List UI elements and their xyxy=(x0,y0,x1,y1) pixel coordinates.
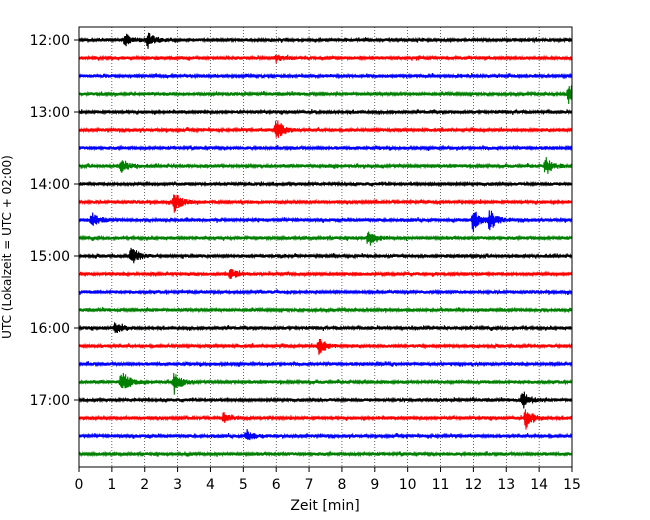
x-axis-label: Zeit [min] xyxy=(290,498,359,514)
trace-line xyxy=(78,120,573,138)
x-tick-label: 8 xyxy=(337,477,346,493)
x-tick-label: 11 xyxy=(432,477,450,493)
seismogram-traces xyxy=(78,32,573,458)
plot-background xyxy=(79,27,572,467)
trace-line xyxy=(78,231,573,246)
x-tick-label: 7 xyxy=(305,477,314,493)
trace-line xyxy=(78,194,573,213)
x-tick-label: 13 xyxy=(497,477,515,493)
x-tick-label: 2 xyxy=(140,477,149,493)
trace-line xyxy=(78,108,573,116)
x-tick-label: 6 xyxy=(272,477,281,493)
trace-line xyxy=(78,72,573,80)
x-tick-label: 14 xyxy=(530,477,548,493)
x-tick-label: 4 xyxy=(206,477,215,493)
trace-line xyxy=(78,210,573,233)
trace-line xyxy=(78,157,573,174)
trace-line xyxy=(78,428,573,441)
trace-line xyxy=(78,32,573,49)
x-tick-label: 12 xyxy=(464,477,482,493)
x-tick-label: 5 xyxy=(239,477,248,493)
trace-line xyxy=(78,450,573,458)
trace-line xyxy=(78,372,573,395)
y-tick-label: 13:00 xyxy=(30,105,70,121)
plot-frame xyxy=(78,26,573,468)
trace-line xyxy=(78,85,573,104)
x-tick-label: 3 xyxy=(173,477,182,493)
y-tick-label: 14:00 xyxy=(30,177,70,193)
trace-line xyxy=(78,144,573,152)
trace-line xyxy=(78,360,573,368)
vertical-grid xyxy=(111,27,540,467)
trace-line xyxy=(78,391,573,409)
x-axis-ticks: 0 1 2 3 4 5 6 7 8 9 10 11 12 13 14 15 xyxy=(75,467,581,493)
y-tick-label: 12:00 xyxy=(30,33,70,49)
trace-line xyxy=(78,338,573,355)
trace-line xyxy=(78,409,573,430)
y-tick-label: 17:00 xyxy=(30,393,70,409)
x-tick-label: 0 xyxy=(75,477,84,493)
trace-line xyxy=(78,288,573,296)
trace-line xyxy=(78,54,573,64)
trace-line xyxy=(78,269,573,280)
y-tick-label: 16:00 xyxy=(30,321,70,337)
x-tick-label: 15 xyxy=(563,477,581,493)
trace-line xyxy=(78,322,573,333)
x-tick-label: 1 xyxy=(107,477,116,493)
trace-line xyxy=(78,247,573,264)
x-tick-label: 10 xyxy=(399,477,417,493)
trace-line xyxy=(78,180,573,188)
y-axis-ticks: 12:00 13:00 14:00 15:00 16:00 17:00 xyxy=(30,33,79,409)
y-tick-label: 15:00 xyxy=(30,249,70,265)
x-tick-label: 9 xyxy=(370,477,379,493)
trace-line xyxy=(78,306,573,314)
y-axis-label: UTC (Lokalzeit = UTC + 02:00) xyxy=(0,155,14,339)
